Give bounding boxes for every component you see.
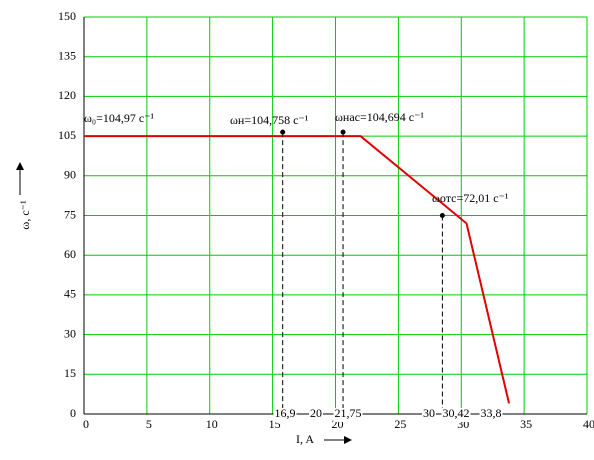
y-tick-label: 30 bbox=[64, 326, 76, 340]
point bbox=[439, 213, 445, 218]
axis-annotation: 21,75 bbox=[335, 406, 362, 420]
annotation-bg bbox=[422, 408, 436, 422]
point-label: ωотс=72,01 c⁻¹ bbox=[432, 191, 509, 205]
y-tick-label: 60 bbox=[64, 247, 76, 261]
x-tick-label: 35 bbox=[520, 417, 532, 431]
point-label: ω₀=104,97 c⁻¹ bbox=[84, 111, 155, 125]
y-axis-label: ω, c⁻¹ bbox=[18, 200, 32, 230]
y-tick-label: 0 bbox=[70, 406, 76, 420]
x-axis-label: I, A bbox=[296, 432, 314, 446]
y-tick-label: 135 bbox=[58, 48, 76, 62]
axis-annotation: 33,8 bbox=[481, 406, 502, 420]
x-tick-label: 10 bbox=[206, 417, 218, 431]
point bbox=[340, 129, 346, 135]
point-label: ωнас=104,694 c⁻¹ bbox=[335, 110, 424, 124]
annotation-bg bbox=[273, 408, 297, 422]
x-tick-label: 5 bbox=[146, 417, 152, 431]
point bbox=[280, 129, 286, 135]
axis-annotation: 16,9 bbox=[275, 406, 296, 420]
y-tick-label: 75 bbox=[64, 207, 76, 221]
annotation-bg bbox=[441, 408, 471, 422]
axis-annotation: 30 bbox=[423, 406, 435, 420]
annotation-bg bbox=[309, 408, 323, 422]
y-tick-label: 90 bbox=[64, 168, 76, 182]
axis-annotation: 20 bbox=[310, 406, 322, 420]
point-label: ωн=104,758 c⁻¹ bbox=[230, 113, 309, 127]
y-tick-label: 120 bbox=[58, 88, 76, 102]
line bbox=[84, 135, 511, 404]
y-tick-label: 45 bbox=[64, 287, 76, 301]
x-tick-label: 0 bbox=[83, 417, 89, 431]
y-arrow-head bbox=[16, 162, 24, 170]
x-tick-label: 40 bbox=[583, 417, 594, 431]
x-tick-label: 25 bbox=[394, 417, 406, 431]
x-arrow-head bbox=[344, 436, 352, 444]
y-tick-label: 15 bbox=[64, 366, 76, 380]
annotation-bg bbox=[479, 408, 503, 422]
y-tick-label: 150 bbox=[58, 9, 76, 23]
y-tick-label: 105 bbox=[58, 128, 76, 142]
axis-annotation: 30,42 bbox=[443, 406, 470, 420]
annotation-bg bbox=[333, 408, 363, 422]
